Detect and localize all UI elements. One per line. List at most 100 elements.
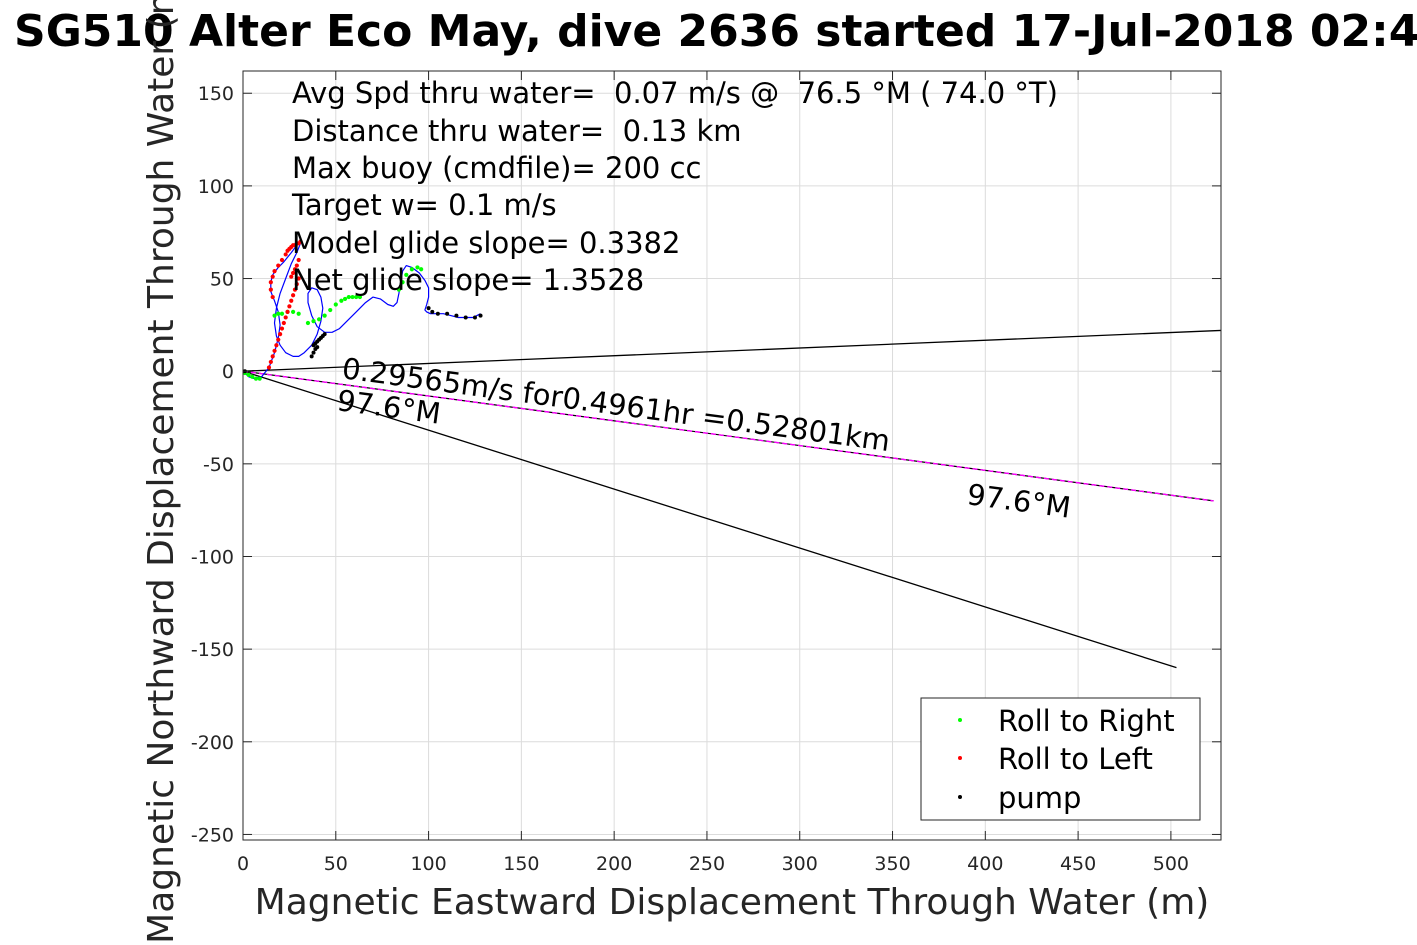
roll-left-point (276, 337, 281, 342)
legend-box (920, 697, 1201, 821)
net-line-layer (243, 370, 1214, 502)
roll-left-point (266, 365, 272, 370)
x-tick-label: 100 (410, 853, 446, 875)
roll-left-points (266, 239, 303, 370)
y-tick-label: -250 (191, 824, 234, 846)
roll-right-point (322, 313, 327, 318)
roll-left-point (268, 287, 273, 292)
stat-max-buoy: Max buoy (cmdfile)= 200 cc (292, 151, 701, 185)
stat-target-w: Target w= 0.1 m/s (291, 188, 557, 222)
x-tick-label: 300 (782, 853, 818, 875)
roll-right-point (346, 294, 351, 300)
x-tick-label: 250 (689, 853, 725, 875)
axis-ticks (242, 71, 1221, 840)
legend-marker-roll-left (958, 756, 962, 760)
y-tick-label: 150 (198, 83, 234, 105)
roll-left-point (274, 343, 279, 348)
x-tick-label: 200 (596, 853, 632, 875)
y-tick-label: -100 (191, 546, 234, 568)
roll-left-point (291, 293, 296, 298)
pump-point (322, 332, 327, 337)
pump-point (430, 309, 435, 314)
pump-point (315, 345, 320, 350)
roll-left-point (292, 267, 298, 272)
pump-point (463, 315, 468, 320)
roll-left-point (294, 281, 299, 287)
x-tick-label: 150 (503, 853, 539, 875)
roll-right-point (396, 287, 401, 292)
roll-right-point (311, 319, 316, 324)
roll-right-point (404, 272, 409, 277)
stat-distance: Distance thru water= 0.13 km (292, 114, 742, 148)
roll-left-point (270, 274, 275, 279)
data-layer (243, 239, 1221, 669)
roll-left-point (283, 252, 288, 257)
roll-left-point (283, 315, 288, 320)
stats-block: Avg Spd thru water= 0.07 m/s @ 76.5 °M (… (291, 76, 1058, 297)
y-tick-label: 50 (210, 269, 234, 291)
roll-right-point (316, 317, 322, 322)
roll-left-point (278, 332, 283, 337)
legend-label-roll-right: Roll to Right (998, 704, 1175, 738)
roll-right-point (272, 313, 277, 318)
roll-left-point (296, 276, 301, 281)
pump-point (309, 354, 314, 359)
pump-point (472, 315, 477, 320)
roll-right-point (305, 320, 311, 326)
roll-right-point (246, 372, 251, 377)
x-tick-label: 50 (324, 853, 348, 875)
roll-left-point (289, 298, 294, 303)
legend-marker-roll-right (958, 718, 962, 722)
roll-left-point (285, 309, 290, 314)
legend-label-pump: pump (998, 781, 1081, 815)
roll-left-point (292, 287, 298, 292)
y-tick-label: -150 (191, 639, 234, 661)
roll-left-point (291, 270, 296, 276)
roll-left-point (270, 294, 275, 300)
roll-left-point (279, 257, 285, 263)
net-line (243, 370, 1214, 502)
pump-point (478, 313, 483, 318)
x-axis-label: Magnetic Eastward Displacement Through W… (255, 882, 1210, 923)
roll-right-point (291, 309, 296, 314)
plot-frame (242, 70, 1222, 841)
roll-left-point (276, 263, 281, 268)
pump-point (445, 311, 450, 316)
roll-left-point (279, 326, 285, 331)
legend-marker-pump (958, 795, 962, 799)
reference-lines (243, 329, 1221, 669)
y-tick-label: -200 (191, 732, 234, 754)
legend: Roll to Right Roll to Left pump (920, 697, 1201, 821)
roll-right-point (279, 311, 285, 316)
y-tick-label: 100 (198, 176, 234, 198)
x-tick-label: 0 (237, 853, 249, 875)
x-tick-labels: 0 50 100 150 200 250 300 350 400 450 500 (237, 853, 1189, 875)
y-tick-label: 0 (222, 361, 234, 383)
y-axis-label: Magnetic Northward Displacement Through … (141, 0, 182, 944)
x-tick-label: 450 (1060, 853, 1096, 875)
roll-right-point (253, 376, 259, 381)
roll-right-point (339, 298, 344, 303)
roll-left-point (289, 274, 294, 279)
roll-left-point (272, 348, 277, 353)
pump-point (426, 306, 431, 311)
chart-title: SG510 Alter Eco May, dive 2636 started 1… (14, 6, 1417, 57)
roll-right-point (400, 280, 405, 285)
roll-left-point (294, 263, 299, 268)
roll-left-point (287, 304, 292, 309)
reference-line-2 (243, 370, 1177, 669)
roll-right-point (250, 374, 255, 379)
roll-right-point (415, 265, 420, 270)
roll-left-point (270, 354, 275, 359)
roll-right-point (328, 307, 333, 313)
roll-right-point (354, 294, 359, 300)
roll-left-point (272, 269, 277, 274)
roll-right-point (296, 311, 301, 316)
y-tick-labels: 150 100 50 0 -50 -100 -150 -200 -250 (191, 83, 234, 846)
roll-right-point (276, 311, 281, 316)
legend-label-roll-left: Roll to Left (998, 742, 1153, 776)
pump-point (311, 350, 316, 355)
pump-point (454, 313, 459, 318)
x-tick-label: 400 (967, 853, 1003, 875)
